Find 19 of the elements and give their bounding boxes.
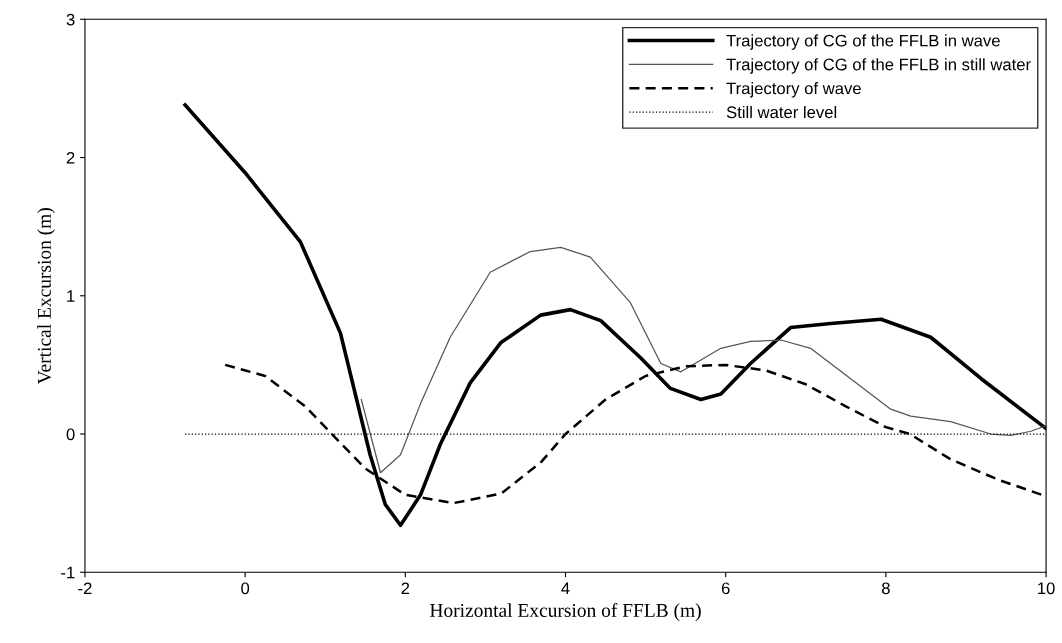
legend-label: Trajectory of CG of the FFLB in wave: [726, 34, 1000, 50]
y-tick-label: 0: [66, 428, 75, 441]
x-tick-label: 2: [401, 582, 410, 595]
y-tick-label: 2: [66, 151, 75, 164]
line-series: [360, 246, 1047, 474]
y-axis-title: Vertical Excursion (m): [37, 208, 55, 385]
x-tick-label: 0: [241, 582, 250, 595]
y-tick-label: -1: [61, 566, 75, 579]
x-tick-label: 8: [881, 582, 890, 595]
x-axis-title: Horizontal Excursion of FFLB (m): [429, 603, 701, 621]
legend-label: Trajectory of wave: [726, 82, 861, 98]
legend-label: Trajectory of CG of the FFLB in still water: [726, 58, 1031, 74]
x-tick-label: 10: [1038, 582, 1055, 595]
x-tick-label: 6: [721, 582, 730, 595]
y-tick-label: 3: [66, 13, 75, 26]
legend-label: Still water level: [726, 105, 837, 119]
x-tick-label: 4: [561, 582, 570, 595]
y-tick-label: 1: [67, 290, 75, 302]
x-tick-label: -2: [78, 582, 92, 595]
